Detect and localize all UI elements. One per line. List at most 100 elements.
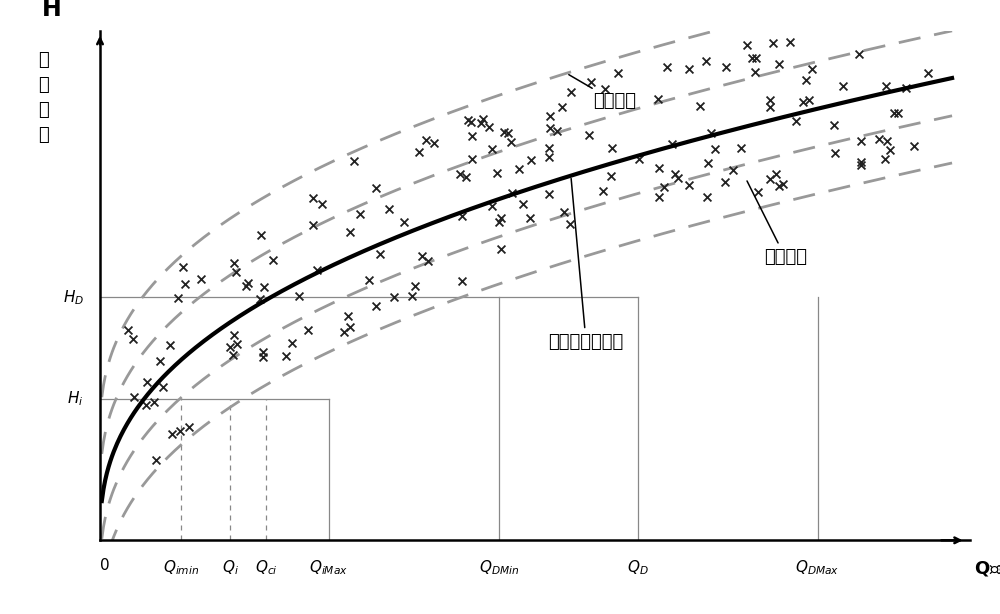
Point bbox=[804, 64, 820, 74]
Point bbox=[386, 292, 402, 302]
Point bbox=[181, 422, 197, 432]
Point bbox=[750, 187, 766, 196]
Point bbox=[762, 102, 778, 112]
Point bbox=[603, 171, 619, 181]
Point bbox=[788, 116, 804, 126]
Text: $Q_{ci}$: $Q_{ci}$ bbox=[255, 558, 277, 577]
Point bbox=[146, 397, 162, 406]
Point bbox=[464, 131, 480, 141]
Point bbox=[798, 75, 814, 85]
Point bbox=[523, 155, 539, 165]
Point bbox=[493, 244, 509, 254]
Point bbox=[775, 179, 791, 188]
Point bbox=[853, 157, 869, 167]
Point bbox=[222, 342, 238, 352]
Text: $H_D$: $H_D$ bbox=[63, 288, 84, 306]
Point bbox=[522, 213, 538, 223]
Point bbox=[458, 172, 474, 182]
Point bbox=[256, 282, 272, 292]
Point bbox=[877, 154, 893, 164]
Point bbox=[762, 174, 778, 184]
Point bbox=[484, 144, 500, 154]
Point bbox=[255, 347, 271, 357]
Point bbox=[381, 204, 397, 214]
Point bbox=[407, 281, 423, 290]
Point bbox=[768, 169, 784, 179]
Point bbox=[762, 96, 778, 106]
Point bbox=[411, 147, 427, 157]
Point bbox=[336, 327, 352, 336]
Point bbox=[725, 166, 741, 176]
Text: 0: 0 bbox=[100, 558, 109, 573]
Point bbox=[795, 98, 811, 107]
Point bbox=[595, 185, 611, 195]
Point bbox=[489, 168, 505, 177]
Point bbox=[493, 213, 509, 223]
Point bbox=[404, 291, 420, 301]
Point bbox=[898, 84, 914, 93]
Point bbox=[342, 227, 358, 236]
Point bbox=[651, 192, 667, 202]
Point bbox=[827, 148, 843, 158]
Point bbox=[583, 77, 599, 87]
Point bbox=[305, 220, 321, 230]
Point bbox=[361, 275, 377, 285]
Point bbox=[120, 325, 136, 335]
Text: $Q_{iMax}$: $Q_{iMax}$ bbox=[309, 558, 348, 577]
Point bbox=[162, 340, 178, 349]
Point bbox=[604, 143, 620, 153]
Point bbox=[226, 330, 242, 340]
Point bbox=[229, 339, 245, 349]
Point bbox=[882, 145, 898, 155]
Point bbox=[253, 230, 269, 240]
Point bbox=[284, 338, 300, 348]
Text: 水位流量关系线: 水位流量关系线 bbox=[548, 179, 624, 351]
Text: H: H bbox=[42, 0, 62, 20]
Point bbox=[252, 294, 268, 304]
Point bbox=[255, 352, 271, 362]
Point bbox=[175, 262, 191, 271]
Point bbox=[651, 163, 667, 173]
Text: $Q_{imin}$: $Q_{imin}$ bbox=[163, 558, 199, 577]
Point bbox=[718, 62, 734, 72]
Point bbox=[563, 87, 579, 97]
Point bbox=[703, 128, 719, 138]
Point bbox=[225, 350, 241, 360]
Point bbox=[681, 64, 697, 74]
Point bbox=[664, 139, 680, 149]
Point bbox=[782, 37, 798, 47]
Point bbox=[396, 217, 412, 227]
Point bbox=[549, 126, 565, 136]
Point bbox=[717, 177, 733, 187]
Point bbox=[650, 94, 666, 104]
Point bbox=[368, 301, 384, 311]
Point bbox=[152, 357, 168, 367]
Point bbox=[504, 188, 520, 198]
Point bbox=[744, 53, 760, 63]
Point bbox=[177, 279, 193, 289]
Point bbox=[541, 188, 557, 198]
Point bbox=[700, 158, 716, 168]
Point bbox=[659, 62, 675, 72]
Point bbox=[291, 291, 307, 301]
Point bbox=[631, 154, 647, 164]
Point bbox=[765, 38, 781, 48]
Point bbox=[265, 255, 281, 265]
Point bbox=[454, 276, 470, 286]
Point bbox=[491, 217, 507, 227]
Point bbox=[771, 59, 787, 69]
Point bbox=[851, 49, 867, 58]
Point bbox=[853, 160, 869, 170]
Point bbox=[554, 102, 570, 112]
Point bbox=[278, 351, 294, 361]
Text: 上包络线: 上包络线 bbox=[569, 75, 636, 111]
Point bbox=[515, 199, 531, 209]
Point bbox=[452, 169, 468, 179]
Point bbox=[835, 81, 851, 91]
Point bbox=[238, 281, 254, 291]
Point bbox=[368, 183, 384, 193]
Point bbox=[610, 68, 626, 77]
Point bbox=[878, 80, 894, 90]
Point bbox=[581, 130, 597, 140]
Point bbox=[667, 169, 683, 179]
